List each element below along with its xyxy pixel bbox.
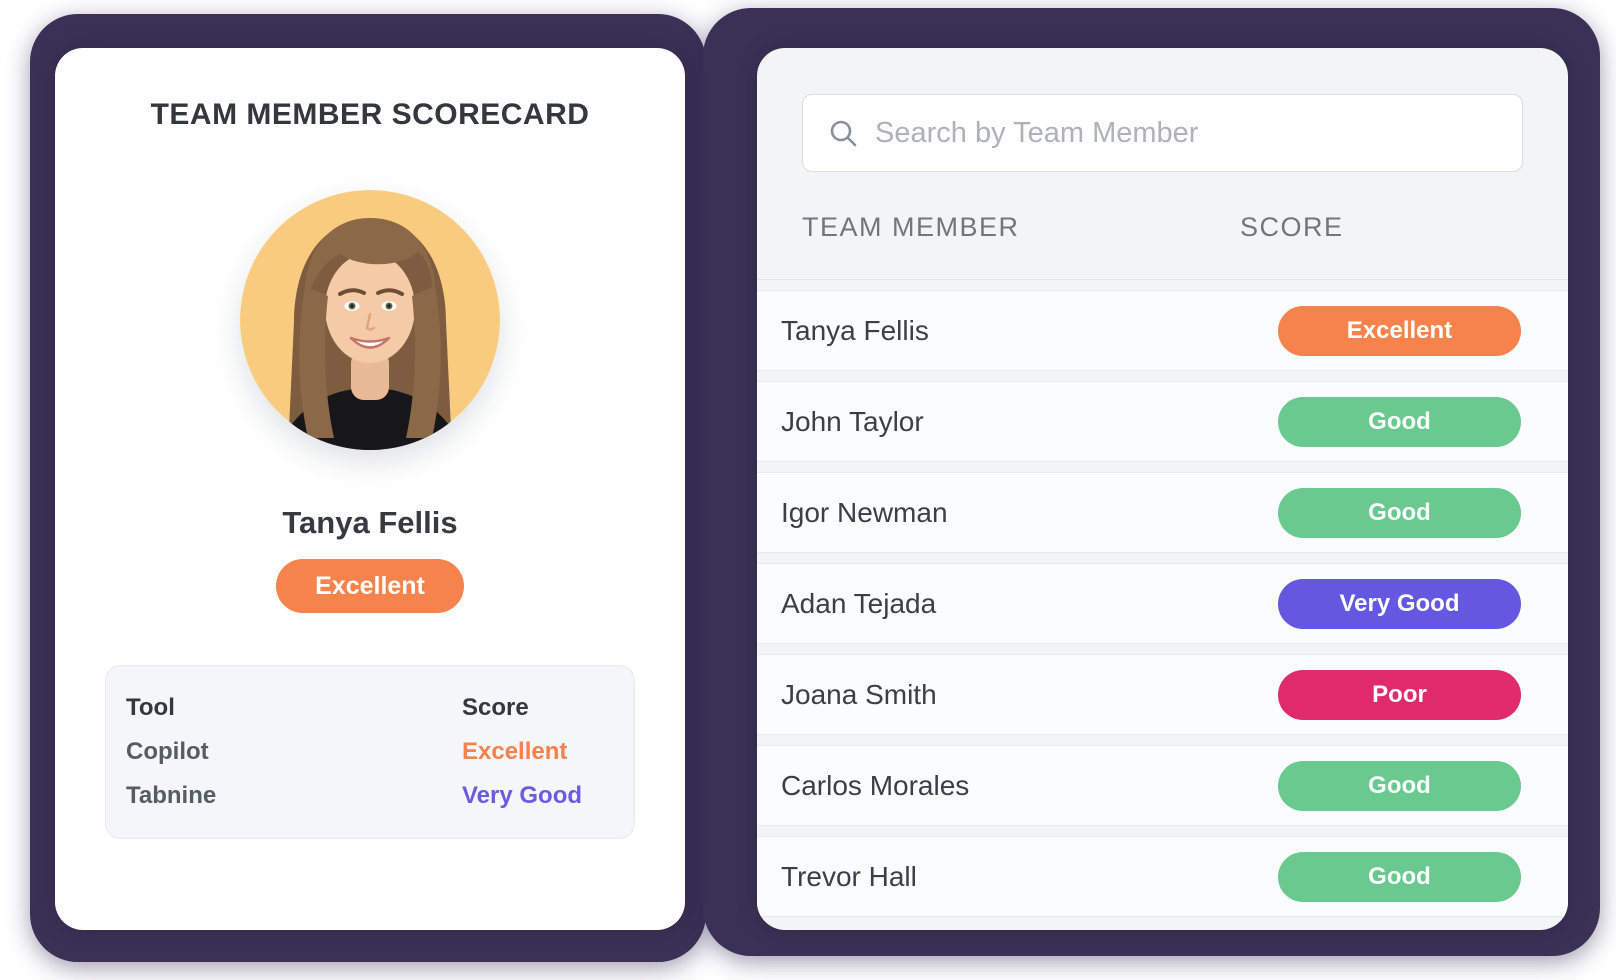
- score-column-header: SCORE: [1240, 212, 1344, 242]
- tools-table-body: Copilot Excellent Tabnine Very Good: [126, 730, 614, 818]
- table-header: TEAM MEMBER SCORE: [757, 172, 1568, 280]
- member-name: Igor Newman: [781, 496, 948, 528]
- table-row[interactable]: Tanya Fellis Excellent: [757, 290, 1568, 371]
- score-badge: Good: [1278, 487, 1521, 538]
- avatar-illustration: [240, 190, 500, 450]
- table-row[interactable]: Joana Smith Poor: [757, 654, 1568, 735]
- tool-row: Tabnine Very Good: [126, 774, 614, 818]
- avatar: [240, 190, 500, 450]
- search-box[interactable]: [802, 94, 1523, 172]
- member-name: Adan Tejada: [781, 587, 937, 619]
- score-badge: Poor: [1278, 669, 1521, 720]
- page-title: TEAM MEMBER SCORECARD: [150, 98, 590, 131]
- member-name: Tanya Fellis: [781, 314, 929, 346]
- score-badge: Excellent: [1278, 305, 1521, 356]
- table-row[interactable]: John Taylor Good: [757, 381, 1568, 462]
- scorecard-panel: TEAM MEMBER SCORECARD: [55, 48, 685, 930]
- tool-score: Excellent: [462, 738, 568, 765]
- member-name: Trevor Hall: [781, 860, 917, 892]
- team-member-column-header: TEAM MEMBER: [802, 212, 1020, 242]
- tools-table-header: Tool Score: [126, 686, 614, 730]
- tool-name: Copilot: [126, 738, 209, 765]
- table-row[interactable]: Adan Tejada Very Good: [757, 563, 1568, 644]
- tool-name: Tabnine: [126, 782, 217, 809]
- score-badge: Very Good: [1278, 578, 1521, 629]
- team-list-panel: TEAM MEMBER SCORE Tanya Fellis Excellent J…: [757, 48, 1568, 930]
- table-row[interactable]: Igor Newman Good: [757, 472, 1568, 553]
- table-row[interactable]: Trevor Hall Good: [757, 836, 1568, 917]
- search-icon: [830, 120, 857, 147]
- score-badge: Good: [1278, 760, 1521, 811]
- member-name: Joana Smith: [781, 678, 937, 710]
- tool-row: Copilot Excellent: [126, 730, 614, 774]
- score-column-header: Score: [462, 694, 529, 721]
- tool-score: Very Good: [462, 782, 583, 809]
- overall-score-badge: Excellent: [276, 559, 464, 613]
- table-row[interactable]: Carlos Morales Good: [757, 745, 1568, 826]
- member-name: John Taylor: [781, 405, 924, 437]
- tools-table: Tool Score Copilot Excellent Tabnine Very G…: [105, 665, 635, 839]
- score-badge: Good: [1278, 851, 1521, 902]
- score-badge: Good: [1278, 396, 1521, 447]
- tool-column-header: Tool: [126, 694, 175, 721]
- search-input[interactable]: [875, 116, 1498, 150]
- member-name: Tanya Fellis: [282, 505, 458, 540]
- score-table-body: Tanya Fellis Excellent John Taylor Good Igor…: [757, 290, 1568, 917]
- member-name: Carlos Morales: [781, 769, 970, 801]
